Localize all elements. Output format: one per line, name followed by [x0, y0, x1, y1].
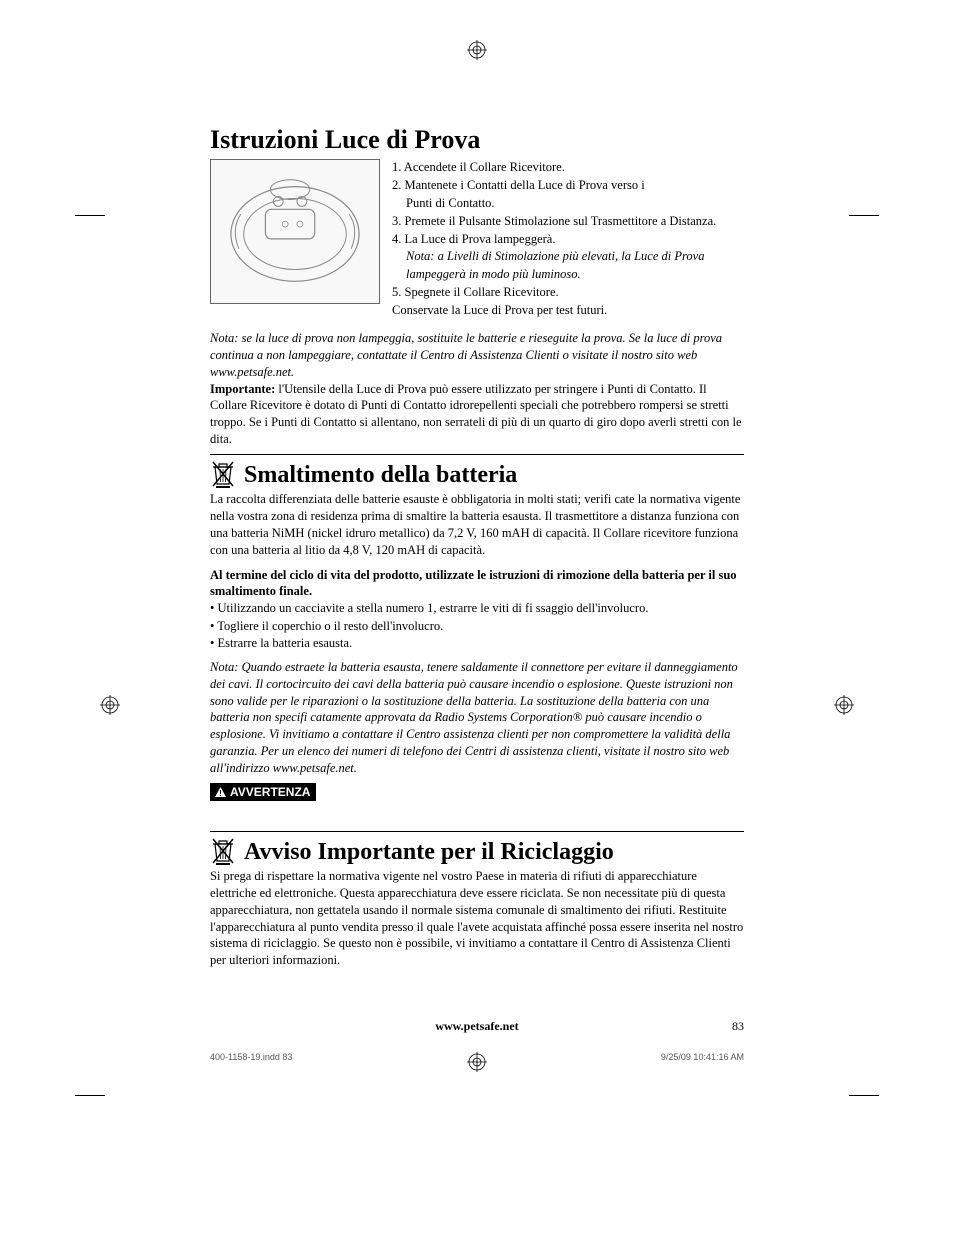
bullet: Estrarre la batteria esausta. — [210, 635, 744, 653]
registration-mark-icon — [100, 695, 120, 715]
warning-badge: ! AVVERTENZA — [210, 783, 316, 801]
heading-test-light: Istruzioni Luce di Prova — [210, 125, 744, 155]
weee-bin-icon — [210, 836, 236, 866]
important-body: l'Utensile della Luce di Prova può esser… — [210, 382, 742, 447]
svg-text:!: ! — [219, 789, 222, 798]
print-metadata: 400-1158-19.indd 83 9/25/09 10:41:16 AM — [0, 1044, 954, 1102]
battery-bold-instruction: Al termine del ciclo di vita del prodott… — [210, 567, 744, 601]
warning-triangle-icon: ! — [214, 786, 227, 798]
crop-mark — [849, 215, 879, 216]
footer-url: www.petsafe.net — [250, 1019, 704, 1034]
step-note: lampeggerà in modo più luminoso. — [392, 266, 744, 283]
page-footer: www.petsafe.net 83 — [0, 989, 954, 1044]
registration-mark-icon — [467, 1052, 487, 1072]
step: 1. Accendete il Collare Ricevitore. — [392, 159, 744, 176]
important-label: Importante: — [210, 382, 275, 396]
battery-paragraph: La raccolta differenziata delle batterie… — [210, 491, 744, 559]
print-filename: 400-1158-19.indd 83 — [210, 1052, 292, 1072]
crop-mark — [849, 1095, 879, 1096]
bullet: Togliere il coperchio o il resto dell'in… — [210, 618, 744, 636]
instruction-list: 1. Accendete il Collare Ricevitore. 2. M… — [392, 159, 744, 320]
recycling-paragraph: Si prega di rispettare la normativa vige… — [210, 868, 744, 969]
crop-mark — [75, 1095, 105, 1096]
collar-illustration — [210, 159, 380, 304]
step: 5. Spegnete il Collare Ricevitore. — [392, 284, 744, 301]
step-cont: Punti di Contatto. — [392, 195, 744, 212]
bullet: Utilizzando un cacciavite a stella numer… — [210, 600, 744, 618]
registration-mark-icon — [834, 695, 854, 715]
battery-note: Nota: Quando estraete la batteria esaust… — [210, 659, 744, 777]
weee-bin-icon — [210, 459, 236, 489]
heading-battery-disposal: Smaltimento della batteria — [244, 462, 517, 489]
important-paragraph: Importante: l'Utensile della Luce di Pro… — [210, 381, 744, 449]
print-timestamp: 9/25/09 10:41:16 AM — [661, 1052, 744, 1072]
divider — [210, 454, 744, 455]
divider — [210, 831, 744, 832]
registration-mark-icon — [467, 40, 487, 60]
heading-recycling: Avviso Importante per il Riciclaggio — [244, 839, 614, 866]
removal-steps: Utilizzando un cacciavite a stella numer… — [210, 600, 744, 653]
crop-mark — [75, 215, 105, 216]
step: Conservate la Luce di Prova per test fut… — [392, 302, 744, 319]
note-text: Nota: se la luce di prova non lampeggia,… — [210, 330, 744, 381]
step: 2. Mantenete i Contatti della Luce di Pr… — [392, 177, 744, 194]
step: 4. La Luce di Prova lampeggerà. — [392, 231, 744, 248]
page-number: 83 — [704, 1019, 744, 1034]
step: 3. Premete il Pulsante Stimolazione sul … — [392, 213, 744, 230]
warning-text: AVVERTENZA — [230, 785, 310, 799]
step-note: Nota: a Livelli di Stimolazione più elev… — [392, 248, 744, 265]
